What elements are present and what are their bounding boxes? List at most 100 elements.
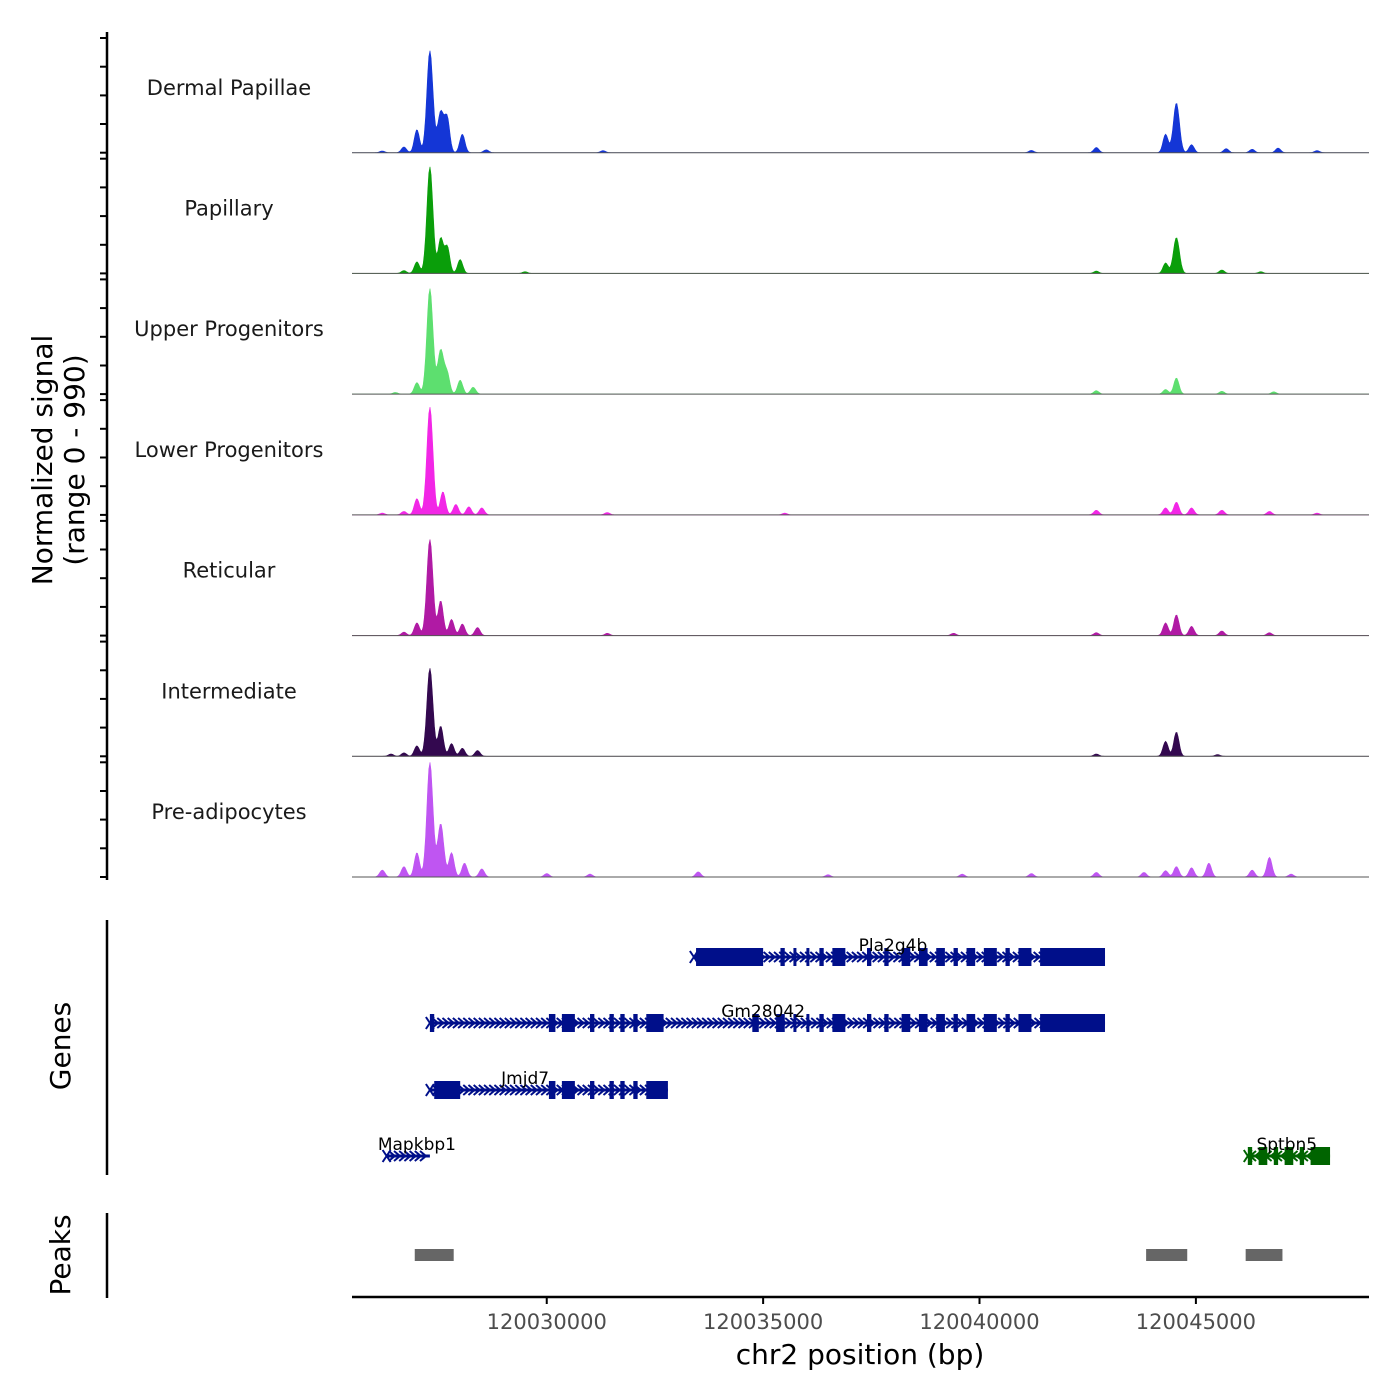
strand-arrow: [498, 1084, 508, 1096]
y-axis-subtitle: (range 0 - 990): [58, 354, 91, 565]
exon: [832, 948, 846, 966]
exon: [646, 1014, 664, 1032]
strand-arrow: [872, 951, 881, 963]
exon: [620, 1081, 625, 1099]
strand-arrow: [462, 1017, 471, 1029]
strand-arrow: [758, 1017, 767, 1029]
gene-label: Gm28042: [721, 1002, 805, 1022]
strand-arrow: [732, 1017, 741, 1029]
x-axis-title: chr2 position (bp): [736, 1338, 985, 1371]
strand-arrow: [784, 1017, 793, 1029]
gene-label: Mapkbp1: [378, 1135, 456, 1155]
track-label: Lower Progenitors: [135, 438, 324, 462]
strand-arrow: [592, 1084, 601, 1096]
strand-arrow: [472, 1017, 482, 1029]
exon: [918, 1014, 928, 1032]
strand-arrow: [887, 951, 896, 963]
strand-arrow: [530, 1084, 539, 1096]
track-label: Dermal Papillae: [147, 76, 311, 100]
exon: [966, 948, 976, 966]
exon: [866, 1014, 872, 1032]
strand-arrow: [997, 1017, 1006, 1029]
strand-arrow: [908, 951, 917, 963]
strand-arrow: [799, 951, 808, 963]
exon: [936, 948, 945, 966]
strand-arrow: [680, 1017, 689, 1029]
strand-arrow: [763, 1017, 773, 1029]
strand-arrow: [773, 951, 782, 963]
strand-arrow: [535, 1017, 544, 1029]
strand-arrow: [504, 1084, 513, 1096]
strand-arrow: [540, 1017, 549, 1029]
strand-arrow: [711, 1017, 721, 1029]
exon: [793, 948, 797, 966]
exon: [983, 948, 997, 966]
signal-area: [352, 288, 1369, 395]
exon: [434, 1081, 461, 1099]
strand-arrow: [691, 1017, 700, 1029]
exon: [819, 948, 824, 966]
signal-area: [352, 762, 1369, 878]
gene-label: Sptbn5: [1256, 1135, 1317, 1155]
exon: [918, 948, 928, 966]
exon: [884, 948, 889, 966]
exon: [806, 1014, 810, 1032]
strand-arrow: [504, 1017, 513, 1029]
strand-arrow: [945, 1017, 954, 1029]
track-pre-adipocytes: Pre-adipocytes: [151, 762, 1369, 878]
exon: [1005, 1014, 1010, 1032]
strand-arrow: [794, 951, 803, 963]
strand-arrow: [576, 1017, 586, 1029]
strand-arrow: [452, 1017, 461, 1029]
coverage-tracks: Dermal Papillae Papillary Upper Progenitor…: [134, 50, 1369, 878]
strand-arrow: [519, 1017, 528, 1029]
strand-arrow: [892, 951, 901, 963]
exon: [901, 1014, 911, 1032]
strand-arrow: [524, 1017, 534, 1029]
track-papillary: Papillary: [184, 166, 1369, 274]
strand-arrow: [436, 1017, 445, 1029]
strand-arrow: [877, 951, 886, 963]
x-axis-ticks: 120030000 120035000 120040000 120045000: [487, 1297, 1256, 1334]
strand-arrow: [737, 1017, 747, 1029]
strand-arrow: [846, 1017, 856, 1029]
x-tick-label: 120035000: [703, 1310, 823, 1334]
strand-arrow: [457, 1017, 466, 1029]
strand-arrow: [597, 1017, 606, 1029]
exon: [548, 1081, 556, 1099]
exon: [1040, 948, 1106, 966]
strand-arrow: [909, 1017, 918, 1029]
x-tick-label: 120040000: [919, 1310, 1039, 1334]
exon: [590, 1081, 595, 1099]
strand-arrow: [524, 1084, 534, 1096]
strand-arrow: [762, 951, 772, 963]
strand-arrow: [509, 1084, 518, 1096]
strand-arrow: [623, 1084, 632, 1096]
strand-arrow: [483, 1084, 492, 1096]
signal-area: [352, 50, 1369, 153]
exon: [548, 1014, 556, 1032]
exon: [806, 948, 810, 966]
genes-track-title: Genes: [44, 1002, 77, 1090]
gene-jmjd7: Jmjd7: [425, 1069, 669, 1099]
strand-arrow: [403, 1150, 412, 1162]
strand-arrow: [929, 951, 938, 963]
strand-arrow: [743, 1017, 752, 1029]
gene-start-mark: [425, 1083, 435, 1097]
strand-arrow: [639, 1084, 648, 1096]
exon: [936, 1014, 945, 1032]
strand-arrow: [955, 1017, 965, 1029]
track-lower-progenitors: Lower Progenitors: [135, 407, 1369, 516]
strand-arrow: [597, 1084, 606, 1096]
exon: [633, 1014, 638, 1032]
gene-start-mark: [381, 1149, 392, 1163]
strand-arrow: [685, 1017, 695, 1029]
strand-arrow: [727, 1017, 736, 1029]
peak-region: [1245, 1249, 1283, 1261]
strand-arrow: [483, 1017, 492, 1029]
gene-mapkbp1: Mapkbp1: [378, 1135, 456, 1163]
track-label: Reticular: [183, 559, 276, 583]
track-intermediate: Intermediate: [161, 668, 1369, 757]
strand-arrow: [857, 1017, 866, 1029]
